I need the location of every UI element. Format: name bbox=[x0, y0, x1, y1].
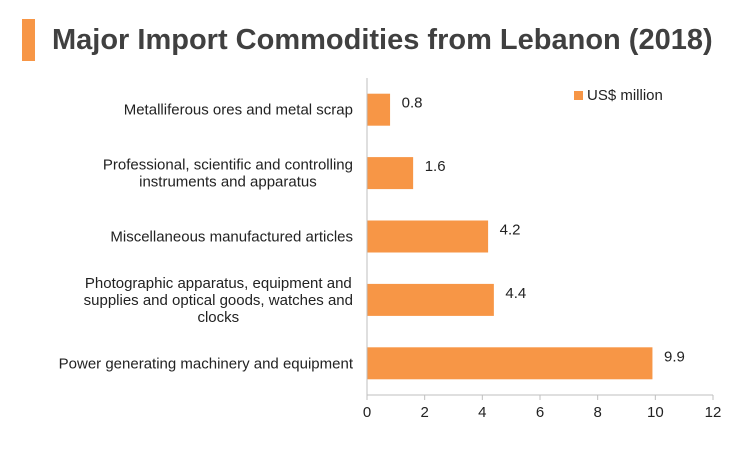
value-labels-group: 0.8 1.6 4.2 4.4 9.9 bbox=[402, 95, 685, 366]
category-label-3: Miscellaneous manufactured articles bbox=[110, 229, 353, 246]
value-label-2: 1.6 bbox=[425, 158, 446, 175]
bars-group bbox=[367, 93, 653, 380]
category-label-4: Photographic apparatus, equipment and sup… bbox=[84, 275, 353, 326]
legend-label: US$ million bbox=[587, 87, 663, 104]
legend: US$ million bbox=[574, 87, 663, 104]
category-label-line: Photographic apparatus, equipment and bbox=[85, 275, 352, 292]
x-axis: 0 2 4 6 8 10 12 bbox=[363, 78, 722, 421]
bar-1 bbox=[367, 93, 391, 126]
bar-3 bbox=[367, 220, 489, 253]
value-label-3: 4.2 bbox=[500, 222, 521, 239]
x-tick-label: 2 bbox=[420, 404, 428, 421]
title-accent-bar bbox=[22, 19, 35, 61]
category-label-5: Power generating machinery and equipment bbox=[59, 355, 354, 372]
value-label-1: 0.8 bbox=[402, 95, 423, 112]
legend-swatch bbox=[574, 91, 583, 100]
category-label-line: Professional, scientific and controlling bbox=[103, 157, 353, 174]
x-tick-label: 8 bbox=[593, 404, 601, 421]
bar-2 bbox=[367, 157, 414, 190]
value-label-4: 4.4 bbox=[505, 285, 526, 302]
x-tick-label: 12 bbox=[705, 404, 722, 421]
x-tick-label: 10 bbox=[647, 404, 664, 421]
x-tick-label: 0 bbox=[363, 404, 371, 421]
x-tick-label: 6 bbox=[536, 404, 544, 421]
category-labels-group: Metalliferous ores and metal scrap Profes… bbox=[59, 102, 354, 373]
category-label-1: Metalliferous ores and metal scrap bbox=[124, 102, 353, 119]
bar-5 bbox=[367, 347, 653, 380]
x-tick-label: 4 bbox=[478, 404, 486, 421]
category-label-line: clocks bbox=[197, 309, 239, 326]
category-label-line: supplies and optical goods, watches and bbox=[84, 292, 353, 309]
category-label-2: Professional, scientific and controlling… bbox=[103, 157, 353, 191]
category-label-line: instruments and apparatus bbox=[139, 174, 317, 191]
chart-title: Major Import Commodities from Lebanon (2… bbox=[52, 24, 713, 56]
value-label-5: 9.9 bbox=[664, 348, 685, 365]
bar-4 bbox=[367, 283, 494, 316]
